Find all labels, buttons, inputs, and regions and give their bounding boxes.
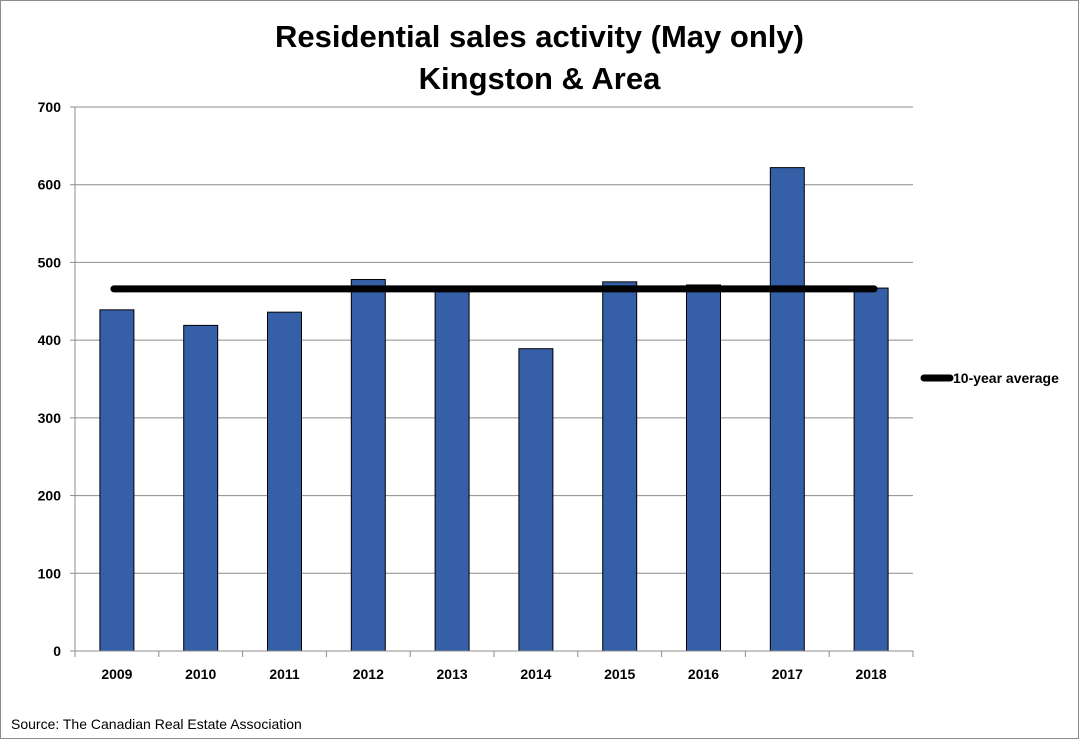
y-tick-label-600: 600 — [38, 177, 62, 193]
y-tick-label-300: 300 — [38, 410, 62, 426]
chart-title-block: Residential sales activity (May only) Ki… — [0, 16, 1079, 100]
chart-subtitle: Kingston & Area — [418, 61, 661, 96]
bar-2012 — [350, 279, 386, 652]
legend-label-average: 10-year average — [953, 370, 1059, 386]
source-note: Source: The Canadian Real Estate Associa… — [11, 716, 302, 732]
bar-2009 — [99, 309, 135, 652]
bar-2014 — [518, 348, 554, 652]
bar-2018 — [853, 287, 889, 652]
x-tick-label-2013: 2013 — [437, 666, 468, 682]
bars — [99, 167, 889, 652]
y-tick-label-400: 400 — [38, 332, 62, 348]
bar-2017 — [769, 167, 805, 652]
y-tick-label-700: 700 — [38, 99, 62, 115]
x-tick-label-2009: 2009 — [101, 666, 132, 682]
x-tick-label-2012: 2012 — [353, 666, 384, 682]
y-tick-label-200: 200 — [38, 488, 62, 504]
x-tick-label-2016: 2016 — [688, 666, 719, 682]
bar-2010 — [183, 324, 219, 652]
x-tick-label-2011: 2011 — [269, 666, 300, 682]
x-tick-label-2018: 2018 — [856, 666, 887, 682]
bar-2013 — [434, 287, 470, 652]
chart-title: Residential sales activity (May only) — [275, 19, 804, 54]
y-tick-label-0: 0 — [53, 643, 61, 659]
bar-2011 — [267, 311, 302, 652]
bar-2015 — [602, 281, 638, 652]
x-tick-label-2014: 2014 — [520, 666, 551, 682]
legend: 10-year average — [920, 370, 1059, 386]
y-tick-label-100: 100 — [38, 565, 62, 581]
x-tick-label-2015: 2015 — [604, 666, 635, 682]
x-tick-label-2010: 2010 — [185, 666, 216, 682]
bar-2016 — [686, 284, 721, 652]
axes: 0 100 200 300 400 500 600 700 2009 2010 2011 2012 20… — [38, 99, 914, 682]
y-tick-label-500: 500 — [38, 254, 62, 270]
x-tick-label-2017: 2017 — [772, 666, 803, 682]
